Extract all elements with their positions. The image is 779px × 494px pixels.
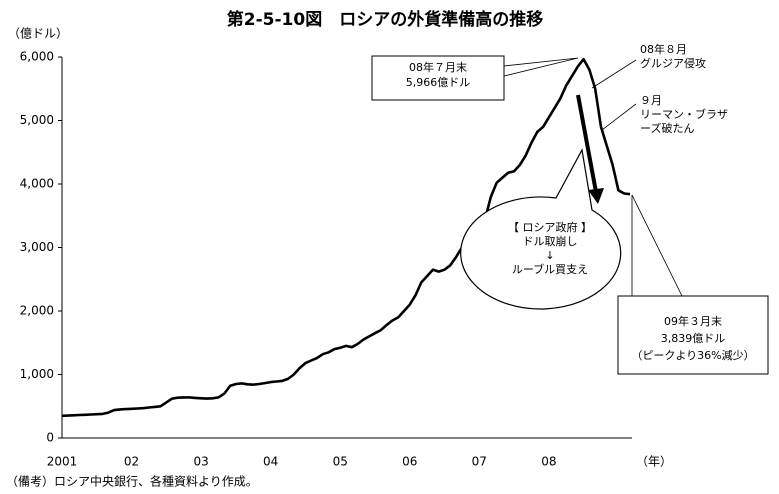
callout-pointer (631, 194, 683, 297)
x-tick-label: 08 (541, 455, 556, 469)
x-tick-label: 03 (193, 455, 208, 469)
annotation: リーマン・ブラザ (640, 107, 728, 121)
arrow (576, 94, 598, 193)
y-tick-label: 4,000 (20, 177, 54, 191)
annotation: 5,966億ドル (406, 76, 471, 89)
annotation: 09年３月末 (664, 314, 722, 328)
chart-title: 第2-5-10図 ロシアの外貨準備高の推移 (227, 9, 543, 30)
callout-pointer (503, 57, 579, 77)
x-tick-label: 2001 (47, 455, 78, 469)
y-tick-label: 3,000 (20, 240, 54, 254)
y-tick-label: 1,000 (20, 367, 54, 381)
y-tick-label: 2,000 (20, 304, 54, 318)
annotation: グルジア侵攻 (640, 56, 706, 70)
callout-box (617, 295, 769, 375)
annotation: 【 ロシア政府 】 (508, 220, 592, 234)
x-tick-label: 02 (124, 455, 139, 469)
annotation: ーズ破たん (640, 121, 694, 135)
annotation: （ピークより36%減少） (631, 348, 754, 362)
leader (601, 103, 637, 131)
y-tick-label: 0 (46, 431, 54, 445)
x-tick-label: 05 (333, 455, 348, 469)
x-axis-label: （年） (636, 455, 672, 469)
y-axis-label: （億ドル） (8, 27, 68, 41)
annotation: ↓ (545, 249, 554, 262)
x-tick-label: 07 (472, 455, 487, 469)
x-tick-label: 04 (263, 455, 278, 469)
leader (591, 59, 637, 89)
annotation: ９月 (640, 94, 662, 107)
annotation: ドル取崩し (523, 234, 578, 248)
annotation: 3,839億ドル (661, 332, 726, 345)
x-tick-label: 06 (402, 455, 417, 469)
arrow-head (588, 188, 604, 204)
callout-box (371, 55, 505, 101)
annotation: 08年７月末 (409, 60, 467, 74)
speech-bubble (460, 148, 622, 310)
note: （備考）ロシア中央銀行、各種資料より作成。 (6, 474, 258, 489)
data-line (61, 57, 631, 418)
annotation: 08年８月 (640, 42, 687, 56)
y-tick-label: 5,000 (20, 113, 54, 127)
y-tick-label: 6,000 (20, 50, 54, 64)
annotation: ルーブル買支え (512, 262, 588, 276)
